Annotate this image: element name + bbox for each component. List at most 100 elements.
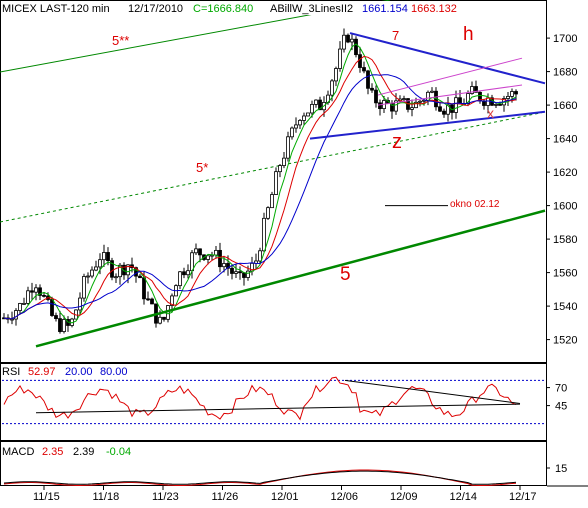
candle-body (242, 272, 246, 278)
candle-body (182, 271, 186, 276)
date-label: 12/17/2010 (128, 3, 183, 15)
candle-body (306, 112, 310, 117)
y-tick-label: 1520 (553, 335, 577, 347)
candle-body (150, 298, 154, 305)
candle-body (246, 270, 250, 278)
candle-body (58, 318, 62, 332)
candle-body (454, 97, 458, 113)
x-tick-label: 12/06 (331, 491, 359, 503)
rsi-name: RSI (2, 366, 20, 378)
candle-body (230, 267, 234, 274)
close-label: C=1666.840 (193, 3, 253, 15)
candle-body (114, 276, 118, 279)
candle-body (14, 310, 18, 320)
candle-body (126, 264, 130, 276)
channel-magenta-upper (377, 57, 523, 96)
candle-body (350, 38, 354, 43)
x-tick-label: 11/15 (33, 491, 60, 503)
macd-panel-frame (0, 441, 547, 486)
rsi-trend-lower (35, 403, 521, 414)
symbol-label: MICEX LAST-120 min (2, 3, 110, 15)
wave-5-star-label: 5* (196, 160, 208, 175)
x-tick-label: 11/18 (93, 491, 120, 503)
rsi-trend-upper (344, 379, 521, 404)
indicator-label: ABillW_3LinesII2 (270, 3, 353, 15)
candle-body (318, 99, 322, 111)
candle-body (474, 86, 478, 93)
candle-body (334, 68, 338, 82)
candle-body (282, 157, 286, 166)
candle-body (494, 103, 498, 106)
candle-body (198, 248, 202, 256)
candle-body (286, 136, 290, 159)
wave-5-label: 5 (340, 264, 351, 285)
wave-h-label: h (463, 24, 474, 45)
y-tick-label: 1560 (553, 268, 577, 280)
candle-body (118, 264, 122, 278)
candle-body (330, 80, 334, 96)
candle-body (146, 298, 150, 301)
candle-body (354, 38, 358, 56)
x-tick-label: 12/14 (450, 491, 478, 503)
candle-body (258, 250, 262, 262)
axes: 1700168016601640162016001580156015401520… (33, 33, 577, 503)
candle-body (30, 290, 34, 293)
candle-body (26, 290, 30, 304)
moving-average-line (3, 55, 517, 320)
x-tick-label: 11/26 (212, 491, 239, 503)
candle-body (206, 255, 210, 260)
candle-body (510, 91, 514, 97)
triangle-lower-line (309, 110, 546, 140)
x-tick-label: 12/01 (271, 491, 299, 503)
moving-average-line (3, 74, 517, 320)
candle-body (270, 194, 274, 209)
candle-body (162, 316, 166, 320)
candle-body (134, 267, 138, 277)
macd-tick-label: 15 (555, 463, 567, 475)
macd-signal-line (3, 470, 517, 485)
candle-body (338, 48, 342, 69)
rsi-panel-frame (0, 363, 547, 441)
candle-body (226, 263, 230, 269)
candle-body (394, 100, 398, 112)
candle-body (514, 91, 518, 95)
candle-body (438, 106, 442, 112)
channel-line-dashed (0, 111, 546, 223)
candle-body (54, 315, 58, 320)
trendlines (35, 32, 546, 348)
candle-body (214, 249, 218, 256)
candle-body (222, 263, 226, 268)
indicator-value-2: 1663.132 (411, 3, 457, 15)
wave-7-label: 7 (392, 28, 399, 43)
candle-body (98, 259, 102, 268)
candle-body (22, 302, 26, 305)
candle-body (94, 266, 98, 271)
candle-body (314, 99, 318, 105)
candle-body (430, 90, 434, 93)
candle-body (190, 252, 194, 272)
candle-body (50, 299, 54, 316)
candle-body (506, 95, 510, 99)
candle-body (366, 70, 370, 89)
candle-body (122, 264, 126, 276)
candle-body (78, 297, 82, 311)
candle-body (290, 127, 294, 138)
candle-body (62, 319, 66, 332)
rsi-value: 52.97 (28, 366, 56, 378)
candle-body (266, 207, 270, 219)
candle-body (170, 295, 174, 306)
y-tick-label: 1700 (553, 33, 577, 45)
macd-name: MACD (2, 446, 34, 458)
candle-body (442, 110, 446, 115)
candle-body (90, 269, 94, 277)
candle-body (218, 249, 222, 268)
y-tick-label: 1680 (553, 67, 577, 79)
y-tick-label: 1640 (553, 134, 577, 146)
candle-body (302, 115, 306, 121)
y-tick-label: 1660 (553, 100, 577, 112)
candle-body (102, 252, 106, 261)
candle-body (362, 67, 366, 72)
candle-body (106, 252, 110, 262)
triangle-upper-line (349, 32, 546, 85)
